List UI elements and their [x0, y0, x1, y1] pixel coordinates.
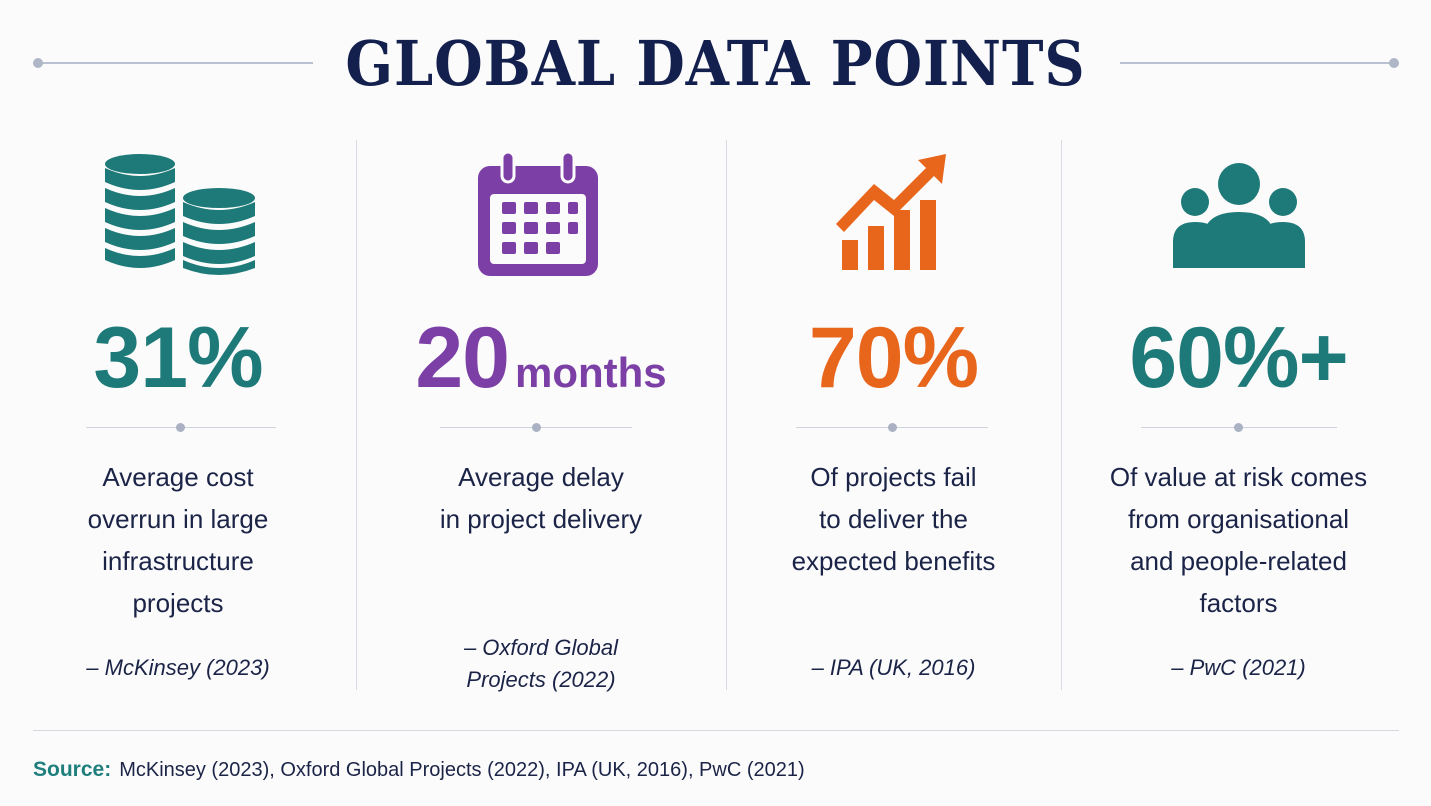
stat-value: 20 months	[356, 308, 726, 423]
title-rule-left-dot	[33, 58, 43, 68]
stat-description: Average cost overrun in large infrastruc…	[87, 462, 269, 618]
stat-card-fail-rate: 70% Of projects fail to deliver the expe…	[726, 140, 1061, 690]
source-text: McKinsey (2023), Oxford Global Projects …	[119, 759, 805, 781]
stat-card-value-at-risk: 60%+ Of value at risk comes from organis…	[1061, 140, 1416, 690]
column-divider	[1061, 140, 1062, 690]
column-divider	[726, 140, 727, 690]
title-rule-left	[38, 62, 313, 64]
people-group-icon	[1169, 162, 1309, 277]
header: GLOBAL DATA POINTS	[0, 22, 1431, 106]
stat-citation: – IPA (UK, 2016)	[811, 655, 976, 680]
stat-number: 70%	[808, 310, 979, 406]
stat-number: 20	[415, 310, 510, 406]
stat-description: Average delay in project delivery	[439, 462, 643, 534]
footer-divider	[33, 730, 1399, 731]
stat-citation: – PwC (2021)	[1171, 655, 1306, 680]
stat-separator-dot	[888, 423, 897, 432]
stat-card-cost-overrun: 31% Average cost overrun in large infras…	[0, 140, 356, 690]
page-title: GLOBAL DATA POINTS	[345, 27, 1086, 100]
title-rule-right	[1120, 62, 1394, 64]
column-divider	[356, 140, 357, 690]
stat-value: 31%	[0, 308, 356, 408]
calendar-icon	[476, 150, 600, 283]
source-footer: Source: McKinsey (2023), Oxford Global Pr…	[33, 756, 805, 784]
stat-description: Of projects fail to deliver the expected…	[791, 462, 996, 576]
source-label: Source:	[33, 758, 112, 781]
stat-unit: months	[515, 349, 667, 396]
stat-description: Of value at risk comes from organisation…	[1109, 462, 1368, 618]
title-rule-right-dot	[1389, 58, 1399, 68]
stat-number: 60%+	[1129, 310, 1348, 406]
stat-citation: – McKinsey (2023)	[86, 655, 270, 680]
stat-separator-dot	[176, 423, 185, 432]
coin-stack-icon	[103, 152, 259, 283]
growth-chart-icon	[834, 154, 950, 279]
stat-value: 60%+	[1061, 308, 1416, 408]
stat-value: 70%	[726, 308, 1061, 408]
stat-card-delay: 20 months Average delay in project delive…	[356, 140, 726, 692]
stat-number: 31%	[93, 310, 263, 406]
stat-separator-dot	[1234, 423, 1243, 432]
stat-citation: – Oxford Global Projects (2022)	[463, 635, 619, 692]
stat-separator-dot	[532, 423, 541, 432]
